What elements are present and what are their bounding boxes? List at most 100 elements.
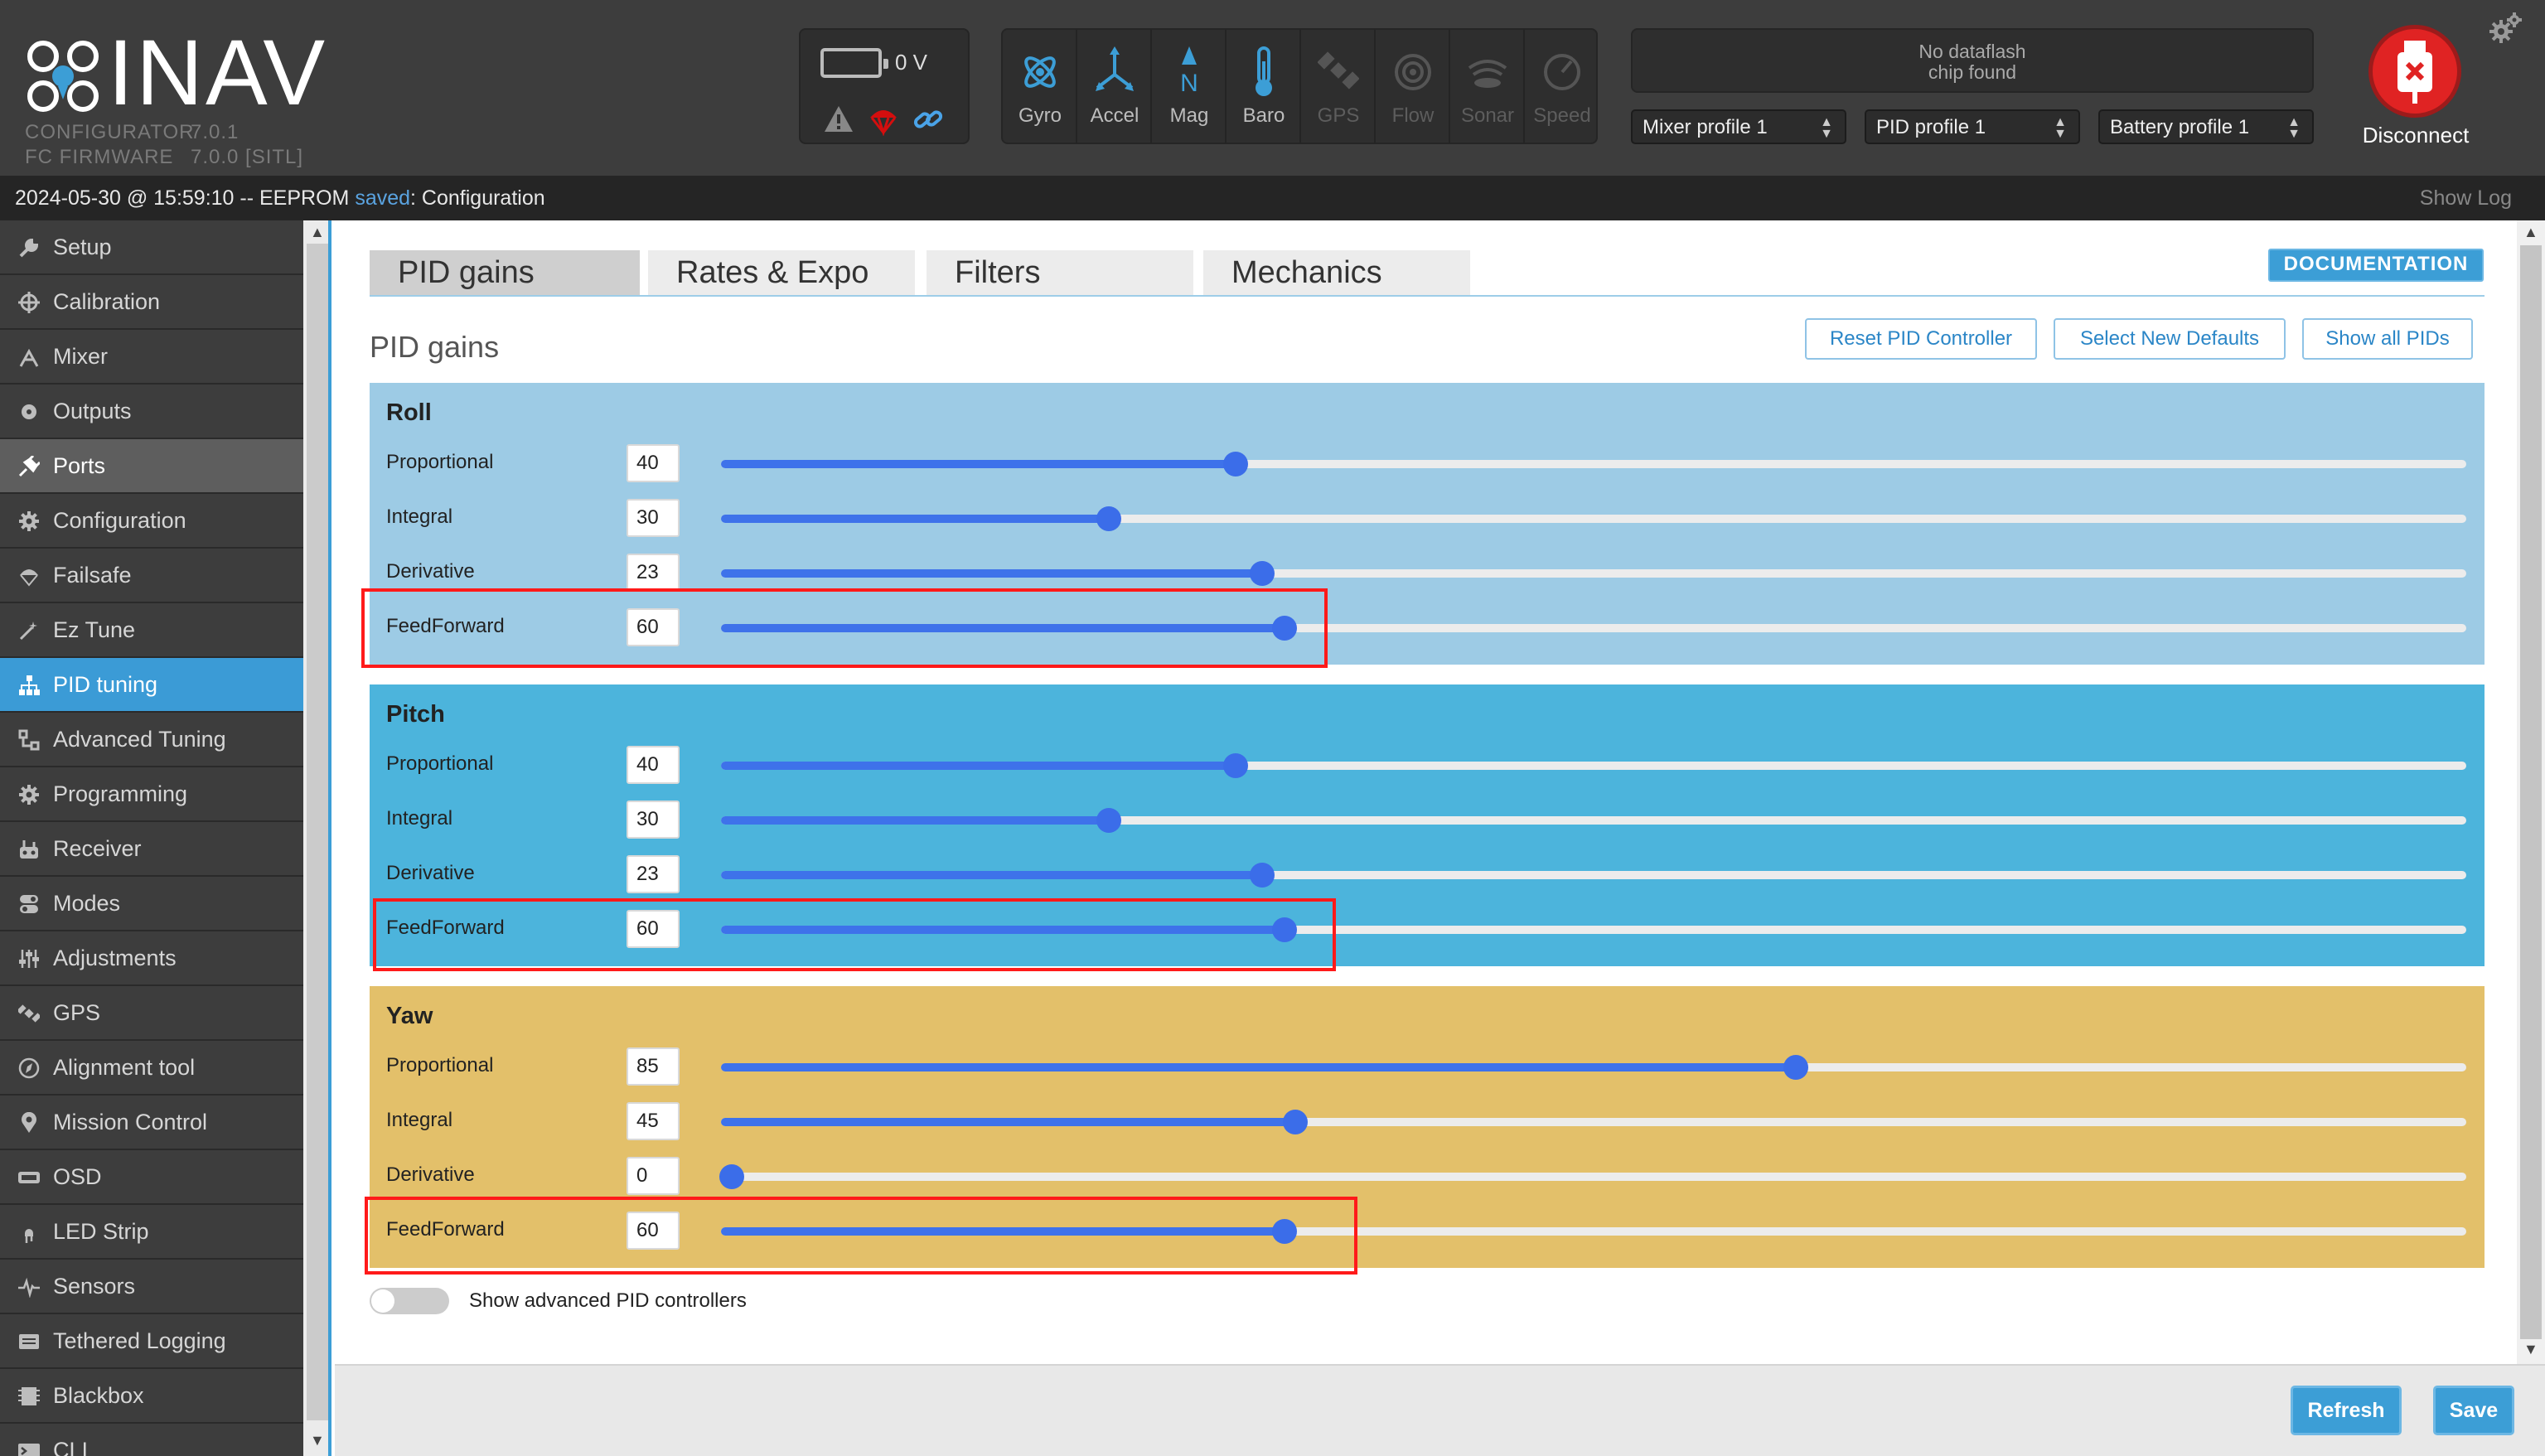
slider-handle[interactable] [1272, 917, 1297, 942]
pid-slider[interactable] [721, 1219, 2466, 1244]
sidebar-item-ez-tune[interactable]: Ez Tune [0, 603, 303, 658]
advanced-pid-toggle[interactable] [370, 1288, 449, 1314]
disconnect-label[interactable]: Disconnect [2362, 123, 2470, 148]
pid-slider[interactable] [721, 1110, 2466, 1134]
documentation-button[interactable]: DOCUMENTATION [2268, 249, 2484, 282]
pulse-icon [18, 1277, 40, 1298]
reset-pid-controller-button[interactable]: Reset PID Controller [1805, 318, 2037, 360]
tab-rates-expo[interactable]: Rates & Expo [648, 250, 915, 295]
tab-filters[interactable]: Filters [927, 250, 1193, 295]
slider-handle[interactable] [1096, 808, 1121, 833]
show-all-pids-button[interactable]: Show all PIDs [2302, 318, 2473, 360]
pid-row-proportional: Proportional 40 [370, 441, 2485, 496]
scroll-down-arrow-icon[interactable]: ▼ [310, 1432, 325, 1449]
slider-track [721, 1173, 2466, 1181]
slider-handle[interactable] [1223, 452, 1248, 476]
mixer-profile-select[interactable]: Mixer profile 1 ▲ ▼ [1631, 109, 1846, 144]
sidebar-item-failsafe[interactable]: Failsafe [0, 549, 303, 603]
sidebar-item-mixer[interactable]: Mixer [0, 330, 303, 385]
sidebar-item-blackbox[interactable]: Blackbox [0, 1369, 303, 1424]
scroll-up-arrow-icon[interactable]: ▲ [310, 224, 325, 240]
sidebar-item-gps[interactable]: GPS [0, 986, 303, 1041]
pid-slider[interactable] [721, 506, 2466, 531]
slider-handle[interactable] [1272, 1219, 1297, 1244]
sidebar-item-mission-control[interactable]: Mission Control [0, 1096, 303, 1150]
sidebar-item-osd[interactable]: OSD [0, 1150, 303, 1205]
pid-slider[interactable] [721, 917, 2466, 942]
dataflash-line-2: chip found [1928, 61, 2017, 83]
sliders-icon [19, 950, 39, 968]
slider-handle[interactable] [1223, 753, 1248, 778]
sidebar-item-alignment-tool[interactable]: Alignment tool [0, 1041, 303, 1096]
sensor-label: Sonar [1460, 104, 1515, 127]
scroll-down-arrow-icon[interactable]: ▼ [2523, 1341, 2538, 1357]
pid-slider[interactable] [721, 808, 2466, 833]
pid-slider[interactable] [721, 561, 2466, 586]
disconnect-button[interactable] [2368, 25, 2461, 118]
sidebar-item-configuration[interactable]: Configuration [0, 494, 303, 549]
pid-slider[interactable] [721, 1055, 2466, 1080]
pid-value-input[interactable]: 60 [627, 1212, 680, 1250]
save-button[interactable]: Save [2433, 1386, 2514, 1435]
slider-handle[interactable] [1283, 1110, 1308, 1134]
optical-flow-icon [1395, 54, 1431, 90]
sidebar-item-advanced-tuning[interactable]: Advanced Tuning [0, 713, 303, 767]
slider-handle[interactable] [1272, 616, 1297, 641]
sidebar-item-tethered-logging[interactable]: Tethered Logging [0, 1314, 303, 1369]
settings-gear-icon[interactable] [2489, 12, 2523, 45]
pid-row-proportional: Proportional 85 [370, 1044, 2485, 1099]
pid-slider[interactable] [721, 753, 2466, 778]
sidebar-item-pid-tuning[interactable]: PID tuning [0, 658, 303, 713]
compass-icon [18, 1057, 40, 1079]
slider-handle[interactable] [1250, 863, 1275, 888]
sensor-status-panel: Gyro Accel N Mag Baro GPS Flow [1001, 28, 1598, 144]
refresh-button[interactable]: Refresh [2291, 1386, 2402, 1435]
sidebar-item-calibration[interactable]: Calibration [0, 275, 303, 330]
sidebar-item-sensors[interactable]: Sensors [0, 1260, 303, 1314]
slider-fill [721, 624, 1285, 632]
sidebar-item-setup[interactable]: Setup [0, 220, 303, 275]
pid-value-input[interactable]: 23 [627, 855, 680, 893]
slider-handle[interactable] [1096, 506, 1121, 531]
tab-pid-gains[interactable]: PID gains [370, 250, 640, 295]
pid-value-input[interactable]: 30 [627, 801, 680, 839]
battery-profile-select[interactable]: Battery profile 1 ▲ ▼ [2098, 109, 2314, 144]
sidebar-item-receiver[interactable]: Receiver [0, 822, 303, 877]
pid-value-input[interactable]: 0 [627, 1157, 680, 1195]
tab-mechanics[interactable]: Mechanics [1203, 250, 1470, 295]
slider-handle[interactable] [1250, 561, 1275, 586]
pid-profile-select[interactable]: PID profile 1 ▲ ▼ [1865, 109, 2080, 144]
sidebar-item-led-strip[interactable]: LED Strip [0, 1205, 303, 1260]
sidebar-item-outputs[interactable]: Outputs [0, 385, 303, 439]
pid-value-input[interactable]: 23 [627, 554, 680, 592]
pid-slider[interactable] [721, 452, 2466, 476]
select-arrows-icon: ▲ ▼ [1820, 115, 1833, 141]
main-scrollbar-thumb[interactable] [2520, 245, 2542, 1339]
pid-slider[interactable] [721, 616, 2466, 641]
pid-value-input[interactable]: 40 [627, 746, 680, 784]
pid-value-input[interactable]: 40 [627, 444, 680, 482]
sidebar-scrollbar-thumb[interactable] [307, 244, 328, 1420]
pid-row-derivative: Derivative 23 [370, 852, 2485, 907]
firmware-version-row: FC FIRMWARE 7.0.0 [SITL] [25, 146, 303, 169]
select-new-defaults-button[interactable]: Select New Defaults [2054, 318, 2286, 360]
sidebar-item-programming[interactable]: Programming [0, 767, 303, 822]
slider-handle[interactable] [719, 1164, 744, 1189]
sidebar-item-ports[interactable]: Ports [0, 439, 303, 494]
pid-value-input[interactable]: 60 [627, 910, 680, 948]
pid-value-input[interactable]: 45 [627, 1102, 680, 1140]
show-log-link[interactable]: Show Log [2419, 186, 2512, 210]
sidebar-item-adjustments[interactable]: Adjustments [0, 931, 303, 986]
pid-slider[interactable] [721, 863, 2466, 888]
pid-label: Integral [386, 1109, 453, 1131]
main-scrollbar[interactable]: ▲ ▼ [2517, 220, 2545, 1364]
pid-value-input[interactable]: 85 [627, 1047, 680, 1086]
pid-slider[interactable] [719, 1164, 2466, 1189]
slider-handle[interactable] [1783, 1055, 1808, 1080]
pid-value-input[interactable]: 60 [627, 608, 680, 646]
sidebar-scrollbar[interactable]: ▲ ▼ [303, 220, 331, 1456]
sidebar-item-cli[interactable]: CLI [0, 1424, 303, 1456]
pid-value-input[interactable]: 30 [627, 499, 680, 537]
scroll-up-arrow-icon[interactable]: ▲ [2523, 224, 2538, 240]
sidebar-item-modes[interactable]: Modes [0, 877, 303, 931]
